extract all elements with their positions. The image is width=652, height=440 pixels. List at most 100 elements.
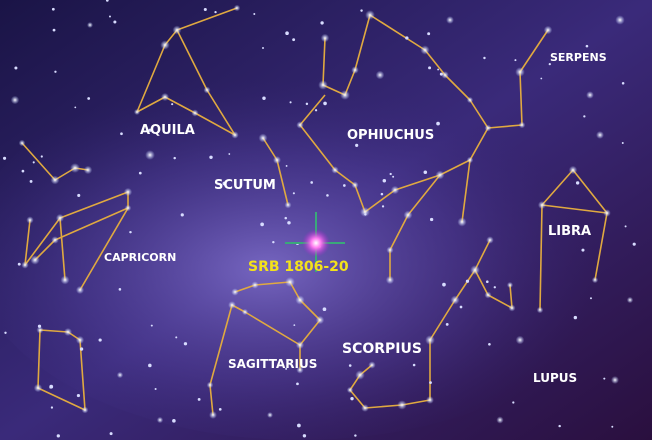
star: [586, 91, 594, 99]
star: [428, 66, 431, 69]
star: [486, 280, 489, 283]
star: [467, 157, 474, 164]
star: [318, 80, 328, 90]
star: [290, 101, 292, 103]
star: [355, 370, 365, 380]
star: [538, 201, 546, 209]
star: [242, 309, 248, 315]
star: [450, 295, 459, 304]
star: [77, 194, 80, 197]
star: [286, 165, 288, 167]
star: [293, 324, 295, 326]
star: [633, 243, 636, 246]
star: [310, 181, 313, 184]
star: [231, 288, 238, 295]
star: [82, 407, 89, 414]
star: [273, 156, 281, 164]
star: [429, 381, 432, 384]
star: [76, 336, 84, 344]
star: [316, 316, 324, 324]
star: [292, 38, 295, 41]
star: [191, 109, 198, 116]
star: [515, 67, 525, 77]
star-map: AQUILA SCUTUM OPHIUCHUS SERPENS CAPRICOR…: [0, 0, 652, 440]
star: [30, 180, 33, 183]
constellation-label: LIBRA: [548, 224, 591, 239]
star: [420, 45, 429, 54]
star: [507, 282, 513, 288]
constellation-label: SERPENS: [550, 51, 607, 64]
star: [392, 176, 394, 178]
star: [231, 131, 238, 138]
star: [343, 184, 346, 187]
star: [488, 343, 491, 346]
star: [285, 277, 295, 287]
star: [99, 338, 102, 341]
star: [351, 66, 359, 74]
star: [583, 115, 585, 117]
star: [53, 29, 56, 32]
star: [209, 411, 217, 419]
star: [486, 236, 494, 244]
star: [574, 316, 577, 319]
star: [295, 295, 304, 304]
star: [390, 173, 392, 175]
star: [592, 277, 598, 283]
star: [18, 263, 21, 266]
star: [303, 434, 306, 437]
star: [52, 8, 55, 11]
star: [365, 10, 375, 20]
star: [315, 109, 317, 111]
star: [204, 8, 207, 11]
star: [51, 406, 53, 408]
star: [611, 426, 613, 428]
star: [151, 325, 153, 327]
star: [262, 96, 265, 99]
star: [160, 40, 169, 49]
star: [259, 134, 268, 143]
star: [603, 209, 611, 217]
star: [381, 193, 384, 196]
star: [139, 172, 142, 175]
star: [293, 192, 295, 194]
star: [627, 297, 633, 303]
star: [321, 34, 330, 43]
star: [440, 73, 443, 76]
star: [382, 205, 384, 207]
star: [155, 388, 157, 390]
star: [173, 157, 175, 159]
star: [347, 387, 353, 393]
star: [74, 106, 76, 108]
star: [57, 434, 60, 437]
star: [540, 78, 542, 80]
star: [228, 301, 236, 309]
star: [214, 11, 216, 13]
star: [253, 13, 255, 15]
star: [355, 144, 358, 147]
star: [285, 202, 292, 209]
star: [558, 425, 560, 427]
star: [173, 26, 182, 35]
star: [21, 261, 28, 268]
constellation-label: AQUILA: [140, 123, 195, 138]
star: [51, 236, 59, 244]
star: [323, 307, 327, 311]
star: [615, 15, 624, 24]
star: [296, 121, 303, 128]
star: [537, 307, 544, 314]
star: [14, 66, 17, 69]
star: [360, 9, 362, 11]
star: [157, 417, 163, 423]
star: [436, 171, 445, 180]
star: [287, 221, 290, 224]
star: [87, 97, 90, 100]
star: [391, 186, 399, 194]
star: [569, 166, 577, 174]
star: [33, 161, 35, 163]
star: [596, 131, 604, 139]
star: [262, 47, 264, 49]
star: [351, 181, 358, 188]
star: [427, 32, 430, 35]
star: [110, 432, 113, 435]
star: [296, 382, 299, 385]
